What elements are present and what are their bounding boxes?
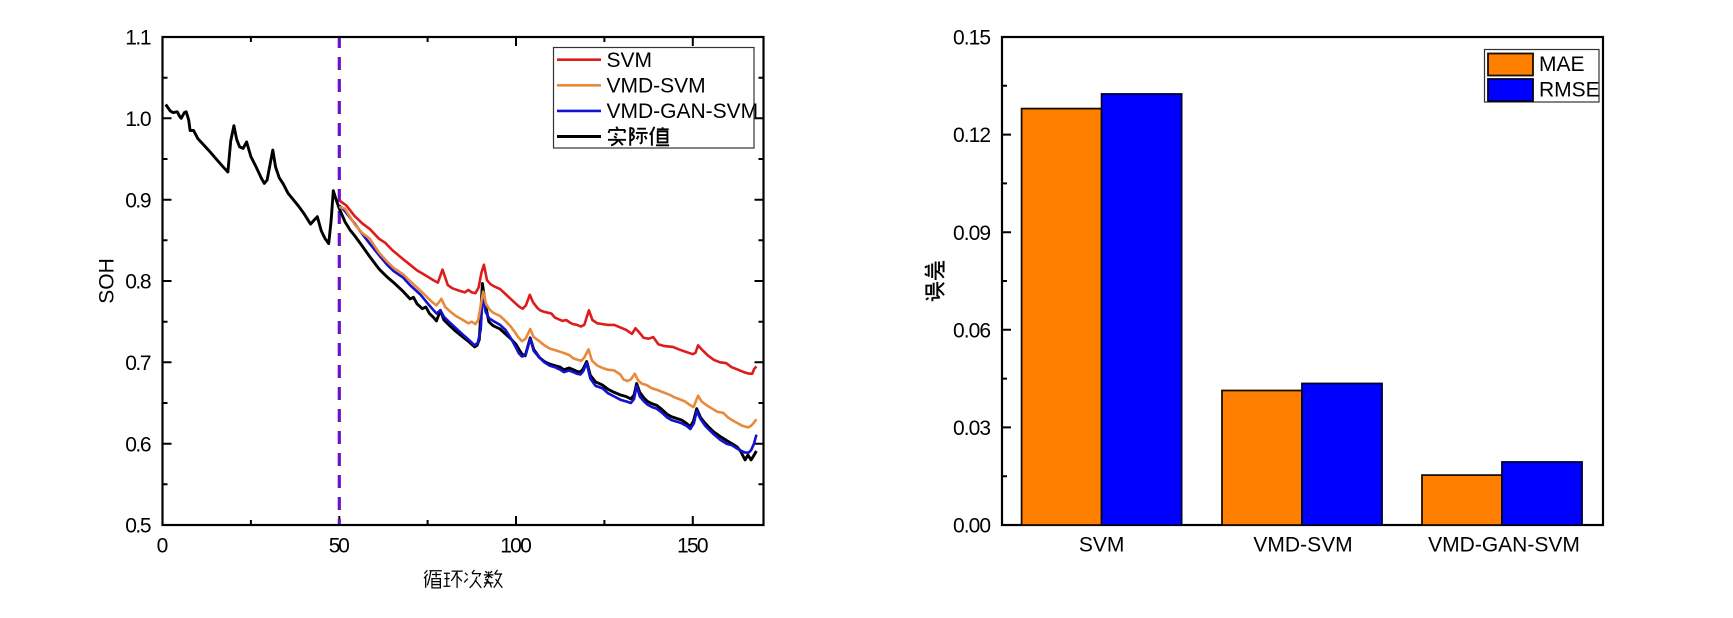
svg-text:0: 0: [157, 535, 169, 558]
svg-text:SVM: SVM: [1079, 534, 1125, 557]
svg-text:1.1: 1.1: [125, 27, 151, 50]
svg-text:0.03: 0.03: [953, 417, 991, 440]
svg-text:1.0: 1.0: [125, 108, 151, 131]
svg-text:0.8: 0.8: [125, 271, 151, 294]
svg-text:VMD-GAN-SVM: VMD-GAN-SVM: [1428, 534, 1580, 557]
svg-text:150: 150: [677, 535, 709, 558]
svg-text:0.00: 0.00: [953, 515, 991, 538]
svg-text:0.06: 0.06: [953, 319, 991, 342]
svg-text:VMD-SVM: VMD-SVM: [1253, 534, 1352, 557]
svg-text:0.7: 0.7: [125, 352, 151, 375]
svg-text:RMSE: RMSE: [1539, 79, 1600, 102]
svg-text:0.09: 0.09: [953, 222, 991, 245]
svg-text:0.15: 0.15: [953, 27, 991, 50]
svg-text:VMD-SVM: VMD-SVM: [607, 75, 706, 98]
svg-text:100: 100: [500, 535, 532, 558]
svg-text:VMD-GAN-SVM: VMD-GAN-SVM: [607, 100, 759, 123]
svg-text:50: 50: [329, 535, 350, 558]
svg-text:MAE: MAE: [1539, 53, 1585, 76]
svg-text:0.12: 0.12: [953, 124, 991, 147]
svg-text:0.9: 0.9: [125, 189, 151, 212]
svg-text:0.6: 0.6: [125, 433, 151, 456]
svg-text:SOH: SOH: [96, 258, 119, 304]
svg-text:0.5: 0.5: [125, 515, 151, 538]
svg-text:SVM: SVM: [607, 49, 653, 72]
